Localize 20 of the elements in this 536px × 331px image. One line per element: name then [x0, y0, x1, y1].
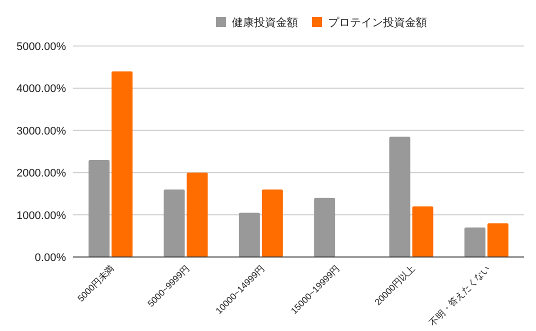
bar: [186, 172, 208, 257]
bar: [314, 198, 336, 257]
y-tick-label: 5000.00%: [16, 41, 66, 53]
bar: [464, 227, 486, 257]
bar: [412, 206, 434, 257]
y-tick-label: 0.00%: [34, 252, 66, 264]
legend-label: プロテイン投資金額: [328, 16, 427, 29]
bar: [112, 71, 133, 257]
bar: [164, 189, 185, 257]
y-tick-label: 1000.00%: [16, 210, 66, 222]
bar: [88, 160, 110, 257]
bar: [487, 223, 508, 257]
bar: [389, 136, 410, 257]
y-tick-label: 2000.00%: [16, 168, 66, 180]
y-tick-label: 4000.00%: [16, 83, 66, 96]
x-tick-label: 不明・答えたくない: [427, 263, 492, 328]
bar: [238, 212, 260, 257]
bar: [262, 189, 283, 257]
y-tick-label: 3000.00%: [16, 125, 66, 138]
legend-label: 健康投資金額: [232, 16, 298, 29]
